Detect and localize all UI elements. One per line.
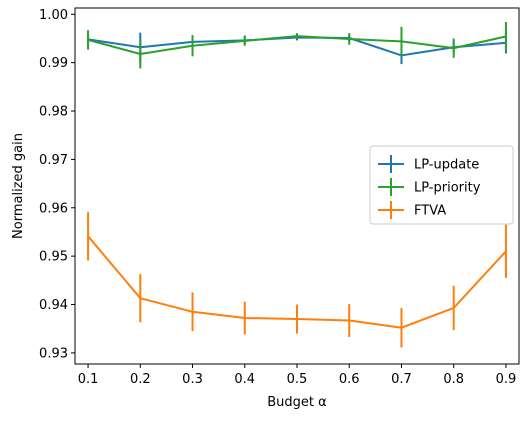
y-tick-label: 0.95 [39, 250, 68, 265]
chart-ticks: 0.93 0.94 0.95 0.96 0.97 0.98 0.99 1.00 0.1 0.2 0.… [39, 8, 516, 387]
y-tick-label: 0.99 [39, 56, 68, 71]
y-tick-label: 0.97 [39, 153, 68, 168]
legend-label-lp-update: LP-update [414, 158, 479, 173]
y-tick-label: 0.98 [39, 105, 68, 120]
chart-marks [86, 22, 508, 348]
plot-frame [74, 7, 520, 365]
x-tick-label: 0.6 [339, 372, 360, 387]
series-line-lp-priority [86, 35, 508, 55]
y-axis-title: Normalized gain [11, 133, 26, 239]
y-tick-label: 1.00 [39, 8, 68, 23]
series-line-ftva [86, 234, 508, 329]
series-lp-priority [86, 22, 508, 69]
x-tick-label: 0.7 [391, 372, 412, 387]
x-tick-label: 0.4 [234, 372, 255, 387]
x-tick-label: 0.1 [78, 372, 99, 387]
y-tick-label: 0.94 [39, 298, 68, 313]
y-tick-label: 0.96 [39, 201, 68, 216]
x-axis-title: Budget α [267, 395, 326, 410]
x-tick-label: 0.5 [287, 372, 308, 387]
y-tick-label: 0.93 [39, 346, 68, 361]
series-ftva [86, 212, 508, 348]
x-tick-label: 0.2 [130, 372, 151, 387]
legend-label-ftva: FTVA [414, 204, 446, 219]
x-tick-label: 0.9 [496, 372, 517, 387]
legend-box [369, 145, 514, 225]
x-tick-label: 0.8 [443, 372, 464, 387]
legend-label-lp-priority: LP-priority [414, 181, 481, 196]
legend: LP-update LP-priority FTVA [369, 145, 514, 225]
x-tick-label: 0.3 [182, 372, 203, 387]
